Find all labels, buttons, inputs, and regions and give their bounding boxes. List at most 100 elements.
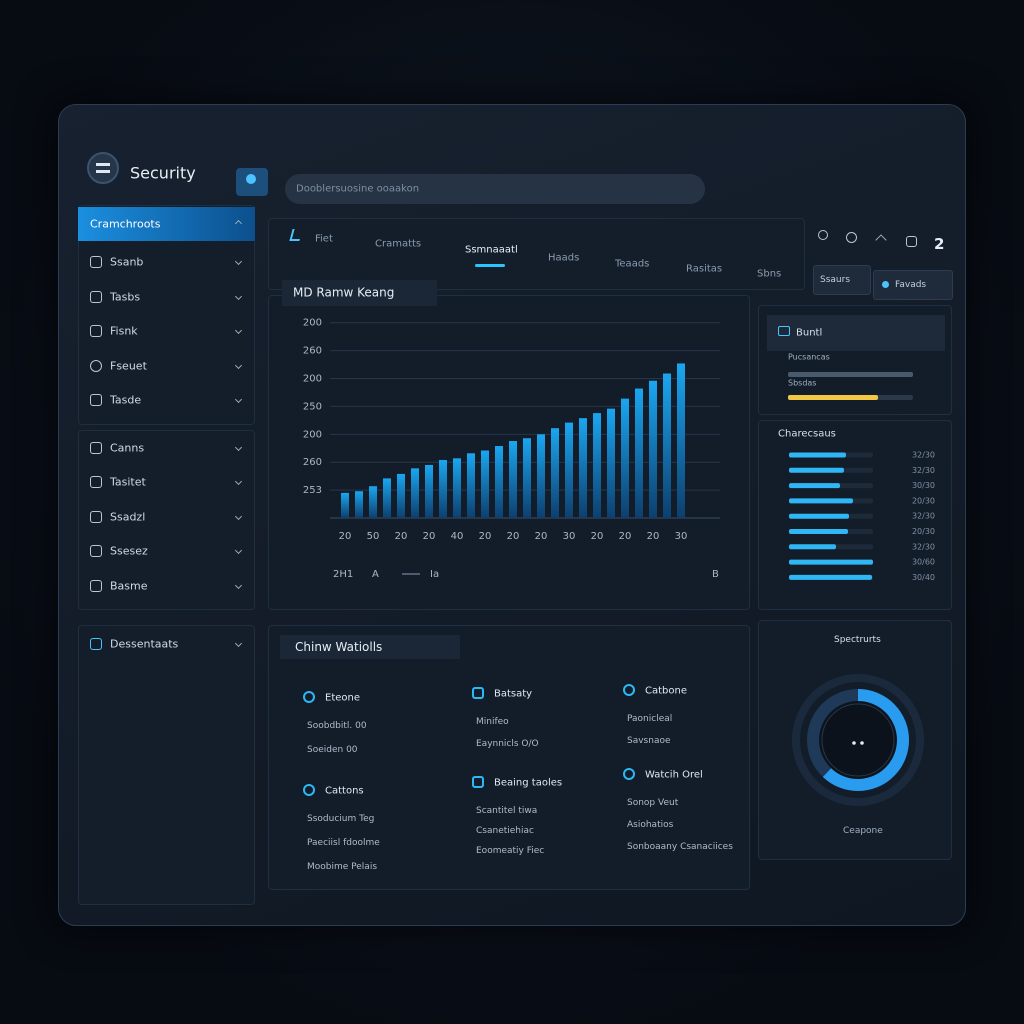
icon — [846, 232, 857, 243]
channel-bar — [789, 498, 853, 504]
status-title: Buntl — [796, 327, 823, 339]
nav-item[interactable]: Cramchroots — [90, 217, 161, 231]
nav-item[interactable]: Fisnk — [110, 324, 138, 338]
channel-bar — [789, 513, 849, 519]
gauge-arc — [807, 689, 909, 791]
channel-label: 20/30 — [912, 527, 935, 536]
x-tick-label: 20 — [535, 531, 548, 542]
nav-item[interactable]: Tasitet — [110, 475, 146, 489]
bar — [621, 398, 629, 518]
nav-item[interactable]: Basme — [110, 579, 148, 593]
button[interactable] — [813, 265, 871, 295]
channel-bar — [789, 452, 846, 458]
button-dot — [882, 281, 889, 288]
tab[interactable]: Rasitas — [686, 263, 723, 275]
watch-group-title: Batsaty — [494, 688, 533, 700]
icon — [906, 236, 917, 247]
panel — [78, 625, 255, 905]
icon — [90, 580, 102, 592]
nav-item[interactable]: Ssanb — [110, 255, 144, 269]
notification-count[interactable]: 2 — [934, 235, 945, 253]
icon — [90, 511, 102, 523]
button-label[interactable]: Favads — [895, 280, 927, 290]
panel — [78, 430, 255, 610]
tab[interactable]: Fiet — [315, 233, 333, 245]
x-tick-label: 40 — [451, 531, 464, 542]
bar — [467, 453, 475, 518]
tab[interactable]: Teaads — [615, 258, 650, 270]
icon — [90, 476, 102, 488]
y-tick-label: 200 — [303, 429, 322, 440]
gauge-label: Ceapone — [843, 826, 883, 836]
x-tick-label: 20 — [395, 531, 408, 542]
y-tick-label: 200 — [303, 374, 322, 385]
x-tick-label: 20 — [479, 531, 492, 542]
x-tick-label: 30 — [563, 531, 576, 542]
icon — [90, 291, 102, 303]
watch-line: Savsnaoe — [627, 736, 671, 746]
watch-group-title: Catbone — [645, 685, 687, 697]
bar — [453, 458, 461, 518]
nav-item[interactable]: Ssesez — [110, 544, 148, 558]
watch-icon — [472, 687, 484, 699]
bar — [663, 373, 671, 518]
status-header — [767, 315, 945, 351]
bar — [439, 459, 447, 518]
watch-title: Chinw Watiolls — [295, 640, 383, 654]
y-tick-label: 260 — [303, 457, 322, 468]
channel-bar — [789, 467, 844, 473]
search-bar[interactable] — [285, 174, 705, 204]
panel — [268, 218, 805, 290]
channel-label: 30/30 — [912, 481, 935, 490]
bar — [523, 438, 531, 518]
channel-label: 32/30 — [912, 451, 935, 460]
channel-bar — [789, 559, 873, 565]
bar — [481, 450, 489, 518]
watch-icon — [303, 691, 315, 703]
logo — [87, 152, 119, 184]
watch-line: Paonicleal — [627, 714, 673, 724]
watch-line: Soobdbitl. 00 — [307, 721, 367, 731]
tab[interactable]: Sbns — [757, 268, 782, 280]
chart-footer-label: A — [372, 569, 379, 580]
bar — [551, 428, 559, 518]
nav-item[interactable]: Tasbs — [110, 290, 141, 304]
x-tick-label: 20 — [647, 531, 660, 542]
tab[interactable]: Haads — [548, 252, 580, 264]
watch-line: Asiohatios — [627, 820, 674, 830]
gauge-title: Spectrurts — [834, 635, 881, 645]
watch-line: Eoomeatiy Fiec — [476, 846, 545, 856]
nav-item[interactable]: Fseuet — [110, 359, 147, 373]
channel-bar — [789, 574, 872, 580]
nav-item-active[interactable] — [78, 207, 255, 241]
watch-group-title: Watcih Orel — [645, 769, 703, 781]
button-label[interactable]: Ssaurs — [820, 275, 851, 285]
channel-label: 30/40 — [912, 573, 935, 582]
nav-item[interactable]: Ssadzl — [110, 510, 146, 524]
bar — [565, 422, 573, 518]
watch-icon — [472, 776, 484, 788]
bar — [355, 491, 363, 518]
tab[interactable]: Ssmnaaatl — [465, 244, 518, 256]
y-tick-label: 260 — [303, 346, 322, 357]
y-tick-label: 200 — [303, 318, 322, 329]
gauge-dot — [860, 741, 864, 745]
nav-item[interactable]: Dessentaats — [110, 637, 179, 651]
bar — [607, 408, 615, 518]
nav-item[interactable]: Canns — [110, 441, 145, 455]
x-tick-label: 20 — [423, 531, 436, 542]
icon — [818, 230, 828, 240]
watch-icon — [303, 784, 315, 796]
progress-fill — [788, 372, 913, 377]
app-title: Security — [130, 163, 196, 183]
progress-label: Sbsdas — [788, 378, 817, 388]
bar — [425, 465, 433, 518]
panel — [78, 205, 255, 425]
watch-line: Csanetiehiac — [476, 826, 534, 836]
chart-footer-label: B — [712, 569, 719, 580]
bar — [649, 380, 657, 518]
channel-bar — [789, 544, 836, 550]
tab[interactable]: Cramatts — [375, 238, 422, 250]
nav-item[interactable]: Tasde — [110, 393, 142, 407]
